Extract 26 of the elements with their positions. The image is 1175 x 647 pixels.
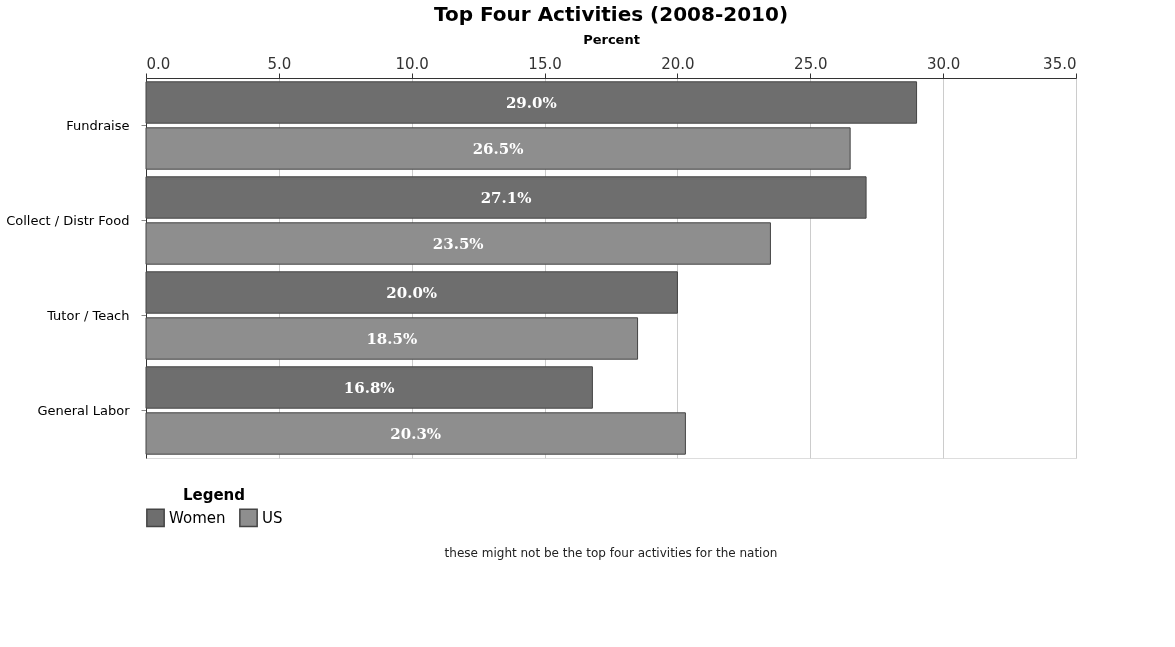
x-tick-label: 10.0 [395, 54, 429, 73]
legend-label: Women [169, 508, 226, 527]
data-label: 29.0% [505, 93, 557, 112]
text: these might not be the top four activities for the nation [444, 546, 778, 560]
data-label: 20.0% [386, 283, 438, 302]
x-tick-label: 25.0 [794, 54, 828, 73]
y-tick-label: Tutor / Teach [46, 307, 130, 323]
x-tick-label: 5.0 [267, 54, 292, 73]
y-tick-label: Fundraise [66, 117, 130, 133]
x-tick-label: 20.0 [661, 54, 695, 73]
x-tick-label: 0.0 [146, 54, 171, 73]
x-axis-title: Percent [583, 31, 640, 47]
legend-title: Legend [182, 486, 246, 504]
x-tick-label: 35.0 [1043, 54, 1077, 73]
data-label: 23.5% [432, 234, 484, 253]
legend-label: US [262, 508, 283, 527]
x-tick-label: 15.0 [528, 54, 562, 73]
data-label: 16.8% [343, 378, 395, 397]
y-tick-label: Collect / Distr Food [6, 212, 130, 228]
y-tick-label: General Labor [37, 402, 131, 418]
data-label: 20.3% [390, 424, 442, 443]
data-label: 26.5% [472, 139, 524, 158]
x-tick-label: 30.0 [926, 54, 961, 73]
chart-title: Top Four Activities (2008-2010) [433, 2, 789, 26]
data-label: 27.1% [480, 188, 532, 207]
data-label: 18.5% [366, 329, 418, 348]
